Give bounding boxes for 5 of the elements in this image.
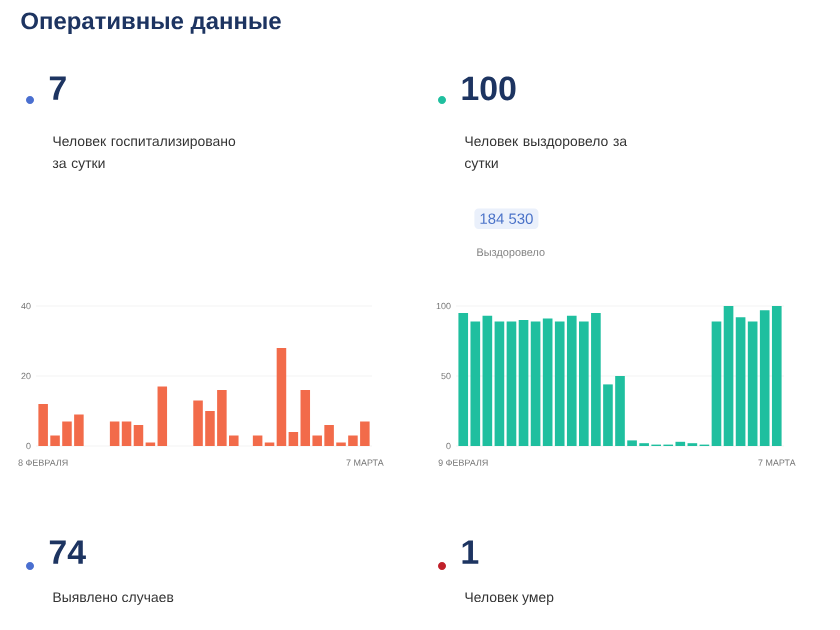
chart-title: 7	[49, 76, 66, 100]
text: 1	[462, 540, 479, 564]
text: 74	[49, 540, 86, 564]
text: Оперативные данные	[21, 12, 281, 35]
chart-title: 100	[462, 76, 516, 101]
